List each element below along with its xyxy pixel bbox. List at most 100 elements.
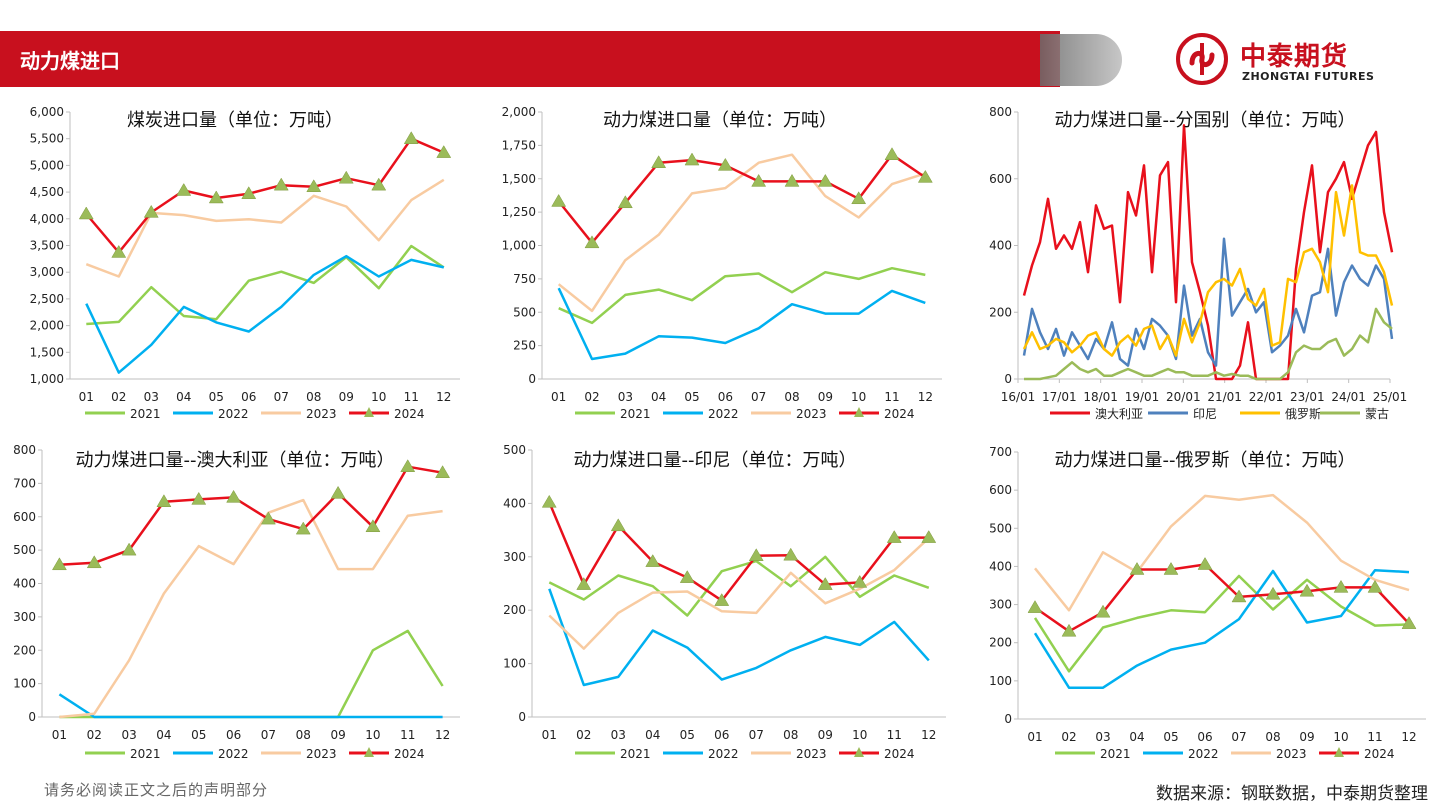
y-tick-label: 600 (989, 172, 1012, 186)
chart-title: 煤炭进口量（单位：万吨） (127, 110, 343, 131)
legend-label: 2024 (884, 407, 915, 421)
data-point-marker (260, 511, 276, 525)
series-line-2024 (85, 137, 445, 254)
y-tick-label: 400 (989, 559, 1012, 573)
data-point-marker (584, 235, 600, 249)
x-tick-label: 04 (651, 390, 666, 404)
x-tick-label: 06 (241, 390, 256, 404)
data-point-marker (1095, 604, 1111, 618)
x-tick-label: 09 (818, 728, 833, 742)
x-tick-label: 10 (852, 728, 867, 742)
legend-label: 2023 (306, 747, 337, 761)
x-tick-label: 01 (551, 390, 566, 404)
data-point-marker (273, 177, 289, 191)
legend-label: 2024 (394, 407, 425, 421)
x-tick-label: 02 (111, 390, 126, 404)
zhongtai-logo-icon (1176, 33, 1228, 85)
y-tick-label: 3,500 (30, 239, 64, 253)
data-point-marker (121, 542, 137, 556)
logo-text-cn: 中泰期货 (1240, 42, 1349, 72)
series-line-2021 (86, 244, 445, 326)
series-line-2021 (558, 266, 926, 325)
y-tick-label: 5,500 (30, 132, 64, 146)
y-tick-label: 4,500 (30, 185, 64, 199)
legend-label: 蒙古 (1365, 406, 1389, 421)
data-point-marker (78, 206, 94, 220)
data-point-marker (338, 170, 354, 184)
x-tick-label: 12 (918, 390, 933, 404)
chart-indonesia: 0 100 200 300 400 500 01 02 03 04 05 06 07 08 09 10 11 12… (503, 443, 946, 761)
data-point-marker (1027, 600, 1043, 613)
chart-thermal-coal-imports: 0 250 500 750 1,000 1,250 1,500 1,750 2,000 01 02 0… (502, 105, 942, 421)
legend-label: 2023 (796, 747, 827, 761)
series-line-2021 (1033, 574, 1410, 673)
x-tick-label: 11 (884, 390, 899, 404)
y-tick-label: 2,000 (30, 319, 64, 333)
data-point-marker (651, 155, 667, 168)
data-point-marker (330, 485, 346, 499)
series-line-2023 (59, 498, 443, 719)
series-line-2021 (548, 555, 930, 617)
footer-source: 数据来源：钢联数据，中泰期货整理 (1156, 784, 1428, 804)
data-point-marker (226, 489, 242, 503)
y-tick-label: 600 (989, 483, 1012, 497)
series-line-2022 (1033, 568, 1410, 689)
series-line-澳大利亚 (1022, 124, 1394, 381)
y-tick-label: 0 (1004, 712, 1012, 726)
data-point-marker (208, 190, 224, 204)
data-point-marker (784, 173, 800, 187)
x-tick-label: 06 (226, 728, 241, 742)
data-point-marker (111, 244, 127, 258)
data-point-marker (1299, 583, 1315, 597)
x-tick-label: 07 (749, 728, 764, 742)
x-tick-label: 03 (618, 390, 633, 404)
chart-title: 动力煤进口量（单位：万吨） (603, 110, 837, 131)
x-tick-label: 02 (1061, 730, 1076, 744)
y-tick-label: 4,000 (30, 212, 64, 226)
y-tick-label: 500 (13, 543, 36, 557)
data-point-marker (917, 169, 933, 183)
data-point-marker (1197, 557, 1213, 570)
y-tick-label: 300 (989, 598, 1012, 612)
x-tick-label: 09 (330, 728, 345, 742)
x-tick-label: 08 (784, 390, 799, 404)
y-tick-label: 5,000 (30, 158, 64, 172)
x-tick-label: 09 (818, 390, 833, 404)
x-tick-label: 01 (542, 728, 557, 742)
data-point-marker (551, 193, 567, 207)
x-tick-label: 03 (144, 390, 159, 404)
chart-panel-coal-imports: 1,000 1,500 2,000 2,500 3,000 3,500 4,000 4,500… (0, 100, 470, 430)
chart-panel-russia: 0 100 200 300 400 500 600 700 01 02 03 04 05 06 07 08 09… (960, 440, 1440, 770)
x-tick-label: 07 (751, 390, 766, 404)
x-tick-label: 11 (1367, 730, 1382, 744)
x-tick-label: 11 (404, 390, 419, 404)
data-point-marker (1163, 561, 1179, 575)
data-point-marker (143, 204, 159, 218)
y-tick-label: 700 (989, 445, 1012, 459)
y-tick-label: 300 (503, 550, 526, 564)
data-point-marker (576, 577, 592, 590)
x-tick-label: 06 (718, 390, 733, 404)
x-tick-label: 16/01 (1001, 390, 1036, 404)
x-tick-label: 12 (1401, 730, 1416, 744)
data-point-marker (610, 518, 626, 532)
y-tick-label: 500 (989, 521, 1012, 535)
data-point-marker (51, 557, 67, 571)
series-line-2022 (557, 287, 926, 361)
x-tick-label: 05 (680, 728, 695, 742)
y-tick-label: 600 (13, 510, 36, 524)
data-point-marker (714, 593, 730, 606)
legend-label: 2021 (130, 747, 161, 761)
legend-label: 2024 (884, 747, 915, 761)
x-tick-label: 10 (365, 728, 380, 742)
data-point-marker (684, 152, 700, 166)
x-tick-label: 03 (611, 728, 626, 742)
chart-by-country: 0 200 400 600 800 16/01 17/01 18/01 19/01 20/01 21… (989, 105, 1407, 421)
legend-label: 2021 (620, 747, 651, 761)
series-line-2024 (59, 465, 443, 567)
chart-title: 动力煤进口量--印尼（单位：万吨） (573, 450, 857, 471)
data-point-marker (435, 465, 451, 478)
x-tick-label: 04 (156, 728, 171, 742)
logo-text-en: ZHONGTAI FUTURES (1242, 70, 1375, 83)
x-tick-label: 12 (436, 390, 451, 404)
